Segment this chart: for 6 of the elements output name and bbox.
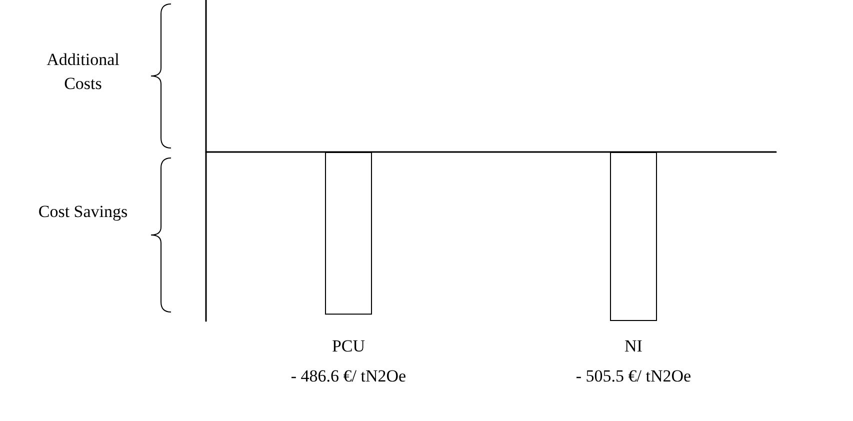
data-label: - 486.6 €/ tN2Oe <box>290 366 406 386</box>
x-tick-label: PCU <box>332 336 366 356</box>
x-tick-label: NI <box>624 336 643 356</box>
data-label: - 505.5 €/ tN2Oe <box>576 366 692 386</box>
text: Additional Costs <box>46 49 120 95</box>
text: Cost Savings <box>37 201 129 223</box>
